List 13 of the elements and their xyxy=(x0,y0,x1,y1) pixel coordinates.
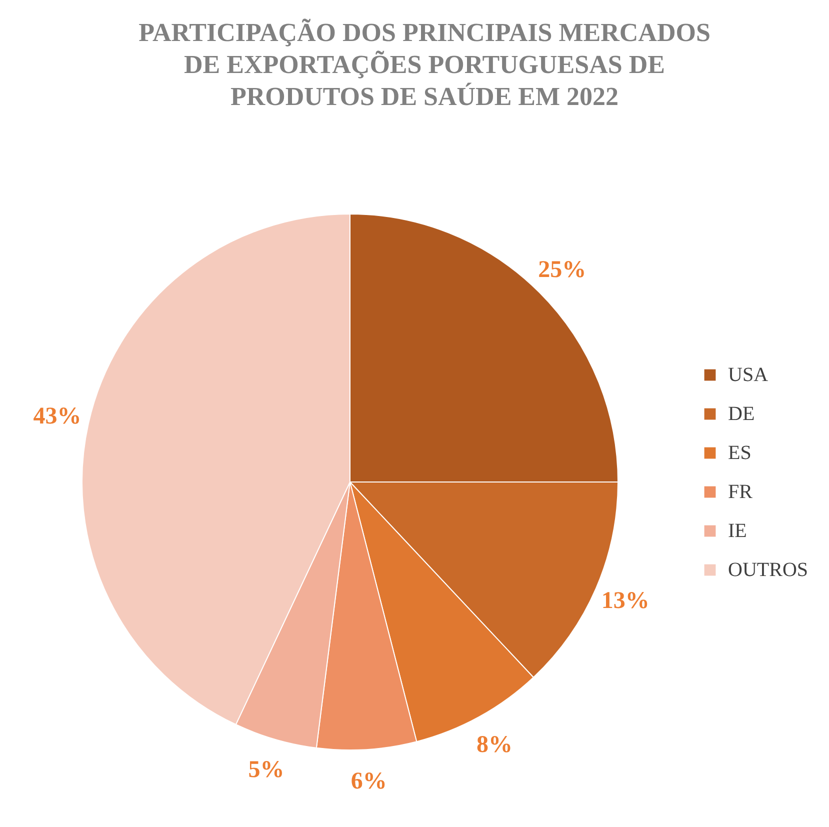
chart-title: PARTICIPAÇÃO DOS PRINCIPAIS MERCADOS DE EXPORTAÇÕES PORTUGUESAS DE PRODUTOS DE SAÚDE EM 2022 xyxy=(138,18,710,111)
data-label: 43% xyxy=(33,404,82,430)
data-label: 8% xyxy=(476,732,513,758)
legend-label: USA xyxy=(728,364,769,386)
data-label: 25% xyxy=(538,256,586,283)
data-label: 13% xyxy=(601,588,650,614)
legend-label: ES xyxy=(728,442,752,464)
data-label: 5% xyxy=(248,757,284,784)
data-label: 6% xyxy=(350,768,387,794)
legend-label: OUTROS xyxy=(728,559,808,581)
legend-label: DE xyxy=(728,403,755,425)
legend-label: FR xyxy=(728,481,754,503)
legend-label: IE xyxy=(728,520,747,542)
